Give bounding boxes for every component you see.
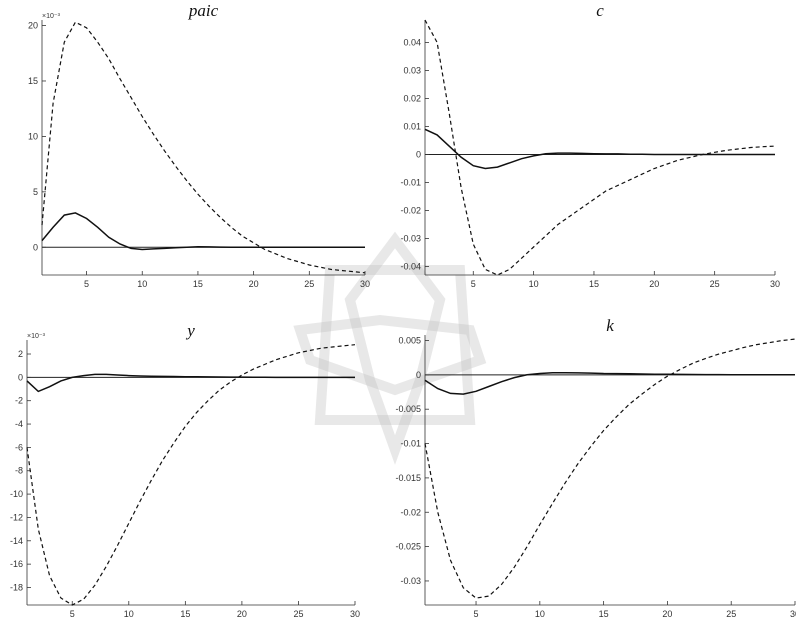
x-tick-label: 20 <box>649 279 659 289</box>
y-tick-label: 20 <box>28 21 38 31</box>
y-tick-label: -0.02 <box>400 507 421 517</box>
solid-series-line <box>26 373 355 393</box>
x-tick-label: 15 <box>589 279 599 289</box>
y-tick-label: -0.01 <box>400 439 421 449</box>
x-tick-label: 10 <box>529 279 539 289</box>
y-tick-label: 0 <box>416 370 421 380</box>
chart-title: y <box>185 321 195 340</box>
y-tick-label: 0 <box>18 372 23 382</box>
x-tick-label: 20 <box>249 279 259 289</box>
x-tick-label: 25 <box>710 279 720 289</box>
y-tick-label: 0.02 <box>403 93 421 103</box>
y-tick-label: 2 <box>18 349 23 359</box>
solid-series-line <box>424 128 775 170</box>
x-tick-label: 20 <box>237 609 247 619</box>
y-tick-label: -16 <box>10 559 23 569</box>
y-tick-label: -12 <box>10 512 23 522</box>
x-tick-label: 15 <box>599 609 609 619</box>
y-tick-label: -8 <box>15 466 23 476</box>
chart-title: c <box>596 1 604 20</box>
panel-1: 0 5 10 15 20 5 10 15 20 25 30 ×10⁻³ paic <box>28 1 370 289</box>
x-tick-label: 25 <box>726 609 736 619</box>
watermark-logo <box>293 231 487 465</box>
dashed-series-line <box>26 344 356 606</box>
y-tick-label: 0.03 <box>403 65 421 75</box>
panel-3: 20-2-4-6-8-10-12-14-16-185 10 15 20 25 30×10⁻… <box>10 321 360 619</box>
x-tick-label: 30 <box>360 279 370 289</box>
y-tick-label: -0.03 <box>400 576 421 586</box>
y-tick-label: 5 <box>33 187 38 197</box>
y-tick-label: -0.015 <box>395 473 421 483</box>
x-tick-label: 10 <box>124 609 134 619</box>
chart-title: paic <box>188 1 219 20</box>
x-tick-label: 30 <box>790 609 796 619</box>
chart-title: k <box>606 316 614 335</box>
y-tick-label: 10 <box>28 131 38 141</box>
x-tick-label: 30 <box>350 609 360 619</box>
exponent-label: ×10⁻³ <box>27 333 46 340</box>
y-tick-label: -0.005 <box>395 404 421 414</box>
y-tick-label: -0.025 <box>395 542 421 552</box>
x-tick-label: 5 <box>70 609 75 619</box>
y-tick-label: -18 <box>10 582 23 592</box>
y-tick-label: -0.02 <box>400 206 421 216</box>
y-tick-label: -2 <box>15 396 23 406</box>
y-tick-label: 0.04 <box>403 37 421 47</box>
dashed-series-line <box>424 338 796 599</box>
panel-4: 0.005 0 -0.005 -0.01 -0.015 -0.02 -0.025 -0.03 5… <box>395 316 796 619</box>
x-tick-label: 30 <box>770 279 780 289</box>
y-tick-label: 15 <box>28 76 38 86</box>
y-tick-label: 0.01 <box>403 121 421 131</box>
y-tick-label: -4 <box>15 419 23 429</box>
x-tick-label: 10 <box>137 279 147 289</box>
x-tick-label: 25 <box>293 609 303 619</box>
dashed-series-line <box>424 19 776 276</box>
solid-series-line <box>41 212 365 251</box>
y-tick-label: -6 <box>15 442 23 452</box>
y-tick-label: -0.03 <box>400 234 421 244</box>
exponent-label: ×10⁻³ <box>42 13 61 20</box>
y-tick-label: 0 <box>33 242 38 252</box>
x-tick-label: 15 <box>193 279 203 289</box>
solid-series-line <box>424 372 795 395</box>
x-tick-label: 5 <box>471 279 476 289</box>
y-tick-label: -10 <box>10 489 23 499</box>
y-tick-label: -0.04 <box>400 262 421 272</box>
x-tick-label: 5 <box>474 609 479 619</box>
y-tick-label: 0 <box>416 150 421 160</box>
panel-2: 0.04 0.03 0.02 0.01 0 -0.01 -0.02 -0.03 -0.04 5 10… <box>400 1 780 289</box>
x-tick-label: 10 <box>535 609 545 619</box>
x-tick-label: 5 <box>84 279 89 289</box>
x-tick-label: 20 <box>662 609 672 619</box>
y-tick-label: -0.01 <box>400 178 421 188</box>
y-tick-label: 0.005 <box>398 335 421 345</box>
x-tick-label: 15 <box>180 609 190 619</box>
y-tick-label: -14 <box>10 536 23 546</box>
dashed-series-line <box>41 21 366 274</box>
x-tick-label: 25 <box>304 279 314 289</box>
